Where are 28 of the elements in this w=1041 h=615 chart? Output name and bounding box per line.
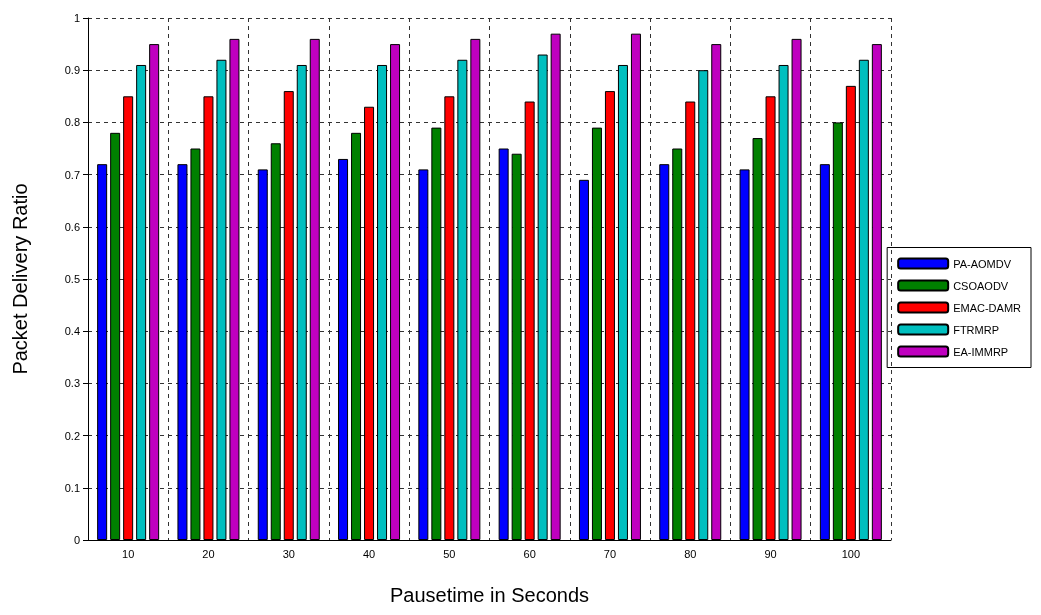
y-tick-label: 0	[73, 534, 80, 546]
x-axis-title: Pausetime in Seconds	[389, 584, 590, 606]
x-tick-label: 60	[523, 547, 536, 560]
x-tick-label: 40	[362, 547, 376, 560]
legend-label: EA-IMMRP	[953, 345, 1009, 358]
y-tick-label: 0.7	[64, 168, 80, 181]
x-tick-label: 10	[122, 547, 135, 560]
legend-label: CSOAODV	[953, 279, 1009, 292]
legend-label: EMAC-DAMR	[953, 301, 1022, 314]
y-axis-title: Packet Delivery Ratio	[9, 183, 31, 375]
legend-label: FTRMRP	[953, 323, 999, 336]
x-tick-label: 30	[282, 547, 295, 560]
x-tick-label: 70	[603, 547, 617, 560]
x-tick-label: 50	[443, 547, 456, 560]
y-tick-label: 0.3	[64, 377, 80, 390]
x-tick-label: 20	[202, 547, 215, 560]
x-tick-label: 80	[684, 547, 697, 560]
y-tick-label: 1	[73, 12, 80, 24]
y-tick-label: 0.2	[64, 429, 80, 442]
x-tick-label: 100	[841, 547, 861, 560]
y-tick-label: 0.8	[64, 116, 80, 129]
y-tick-label: 0.6	[64, 220, 80, 233]
x-tick-label: 90	[764, 547, 777, 560]
y-tick-label: 0.9	[64, 64, 80, 77]
y-tick-label: 0.5	[64, 273, 80, 285]
y-tick-label: 0.4	[64, 325, 80, 338]
legend-label: PA-AOMDV	[953, 257, 1012, 270]
y-tick-label: 0.1	[64, 481, 80, 494]
